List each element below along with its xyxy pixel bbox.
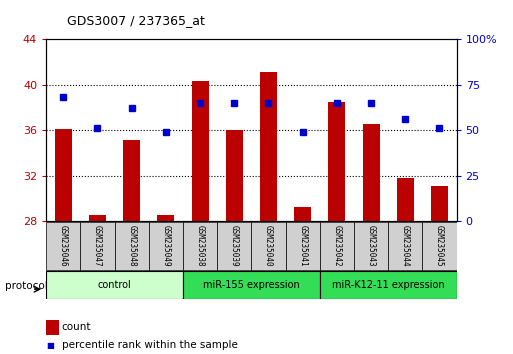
Bar (114, 222, 149, 270)
Bar (55, 129, 72, 221)
Bar (226, 130, 243, 221)
Bar (81, 222, 114, 270)
Text: miR-155 expression: miR-155 expression (203, 280, 300, 290)
Bar (89, 215, 106, 221)
Bar (46, 222, 81, 270)
Text: count: count (62, 322, 91, 332)
Text: GSM235048: GSM235048 (127, 225, 136, 267)
Bar (320, 271, 457, 299)
Text: protocol: protocol (5, 281, 48, 291)
Text: GSM235045: GSM235045 (435, 225, 444, 267)
Bar (354, 222, 388, 270)
Bar (388, 222, 422, 270)
Bar (431, 186, 448, 221)
Text: GDS3007 / 237365_at: GDS3007 / 237365_at (67, 14, 205, 27)
Text: ■: ■ (46, 341, 54, 350)
Text: GSM235046: GSM235046 (59, 225, 68, 267)
Bar (328, 102, 345, 221)
Bar (251, 222, 286, 270)
Text: GSM235040: GSM235040 (264, 225, 273, 267)
Bar (46, 271, 183, 299)
Bar (149, 222, 183, 270)
Text: control: control (97, 280, 131, 290)
Text: miR-K12-11 expression: miR-K12-11 expression (332, 280, 444, 290)
Text: GSM235044: GSM235044 (401, 225, 410, 267)
Bar (363, 124, 380, 221)
Bar (397, 178, 414, 221)
Bar (183, 222, 217, 270)
Bar (183, 271, 320, 299)
Bar (260, 72, 277, 221)
Bar (191, 80, 209, 221)
Bar (217, 222, 251, 270)
Text: GSM235042: GSM235042 (332, 225, 341, 267)
Text: GSM235039: GSM235039 (230, 225, 239, 267)
Text: GSM235041: GSM235041 (298, 225, 307, 267)
Bar (422, 222, 457, 270)
Text: GSM235047: GSM235047 (93, 225, 102, 267)
Bar (320, 222, 354, 270)
Text: GSM235043: GSM235043 (367, 225, 376, 267)
Bar (286, 222, 320, 270)
Text: GSM235049: GSM235049 (162, 225, 170, 267)
Text: GSM235038: GSM235038 (195, 225, 205, 267)
Bar (123, 140, 140, 221)
Text: percentile rank within the sample: percentile rank within the sample (62, 340, 238, 350)
Bar (157, 215, 174, 221)
Bar (294, 207, 311, 221)
